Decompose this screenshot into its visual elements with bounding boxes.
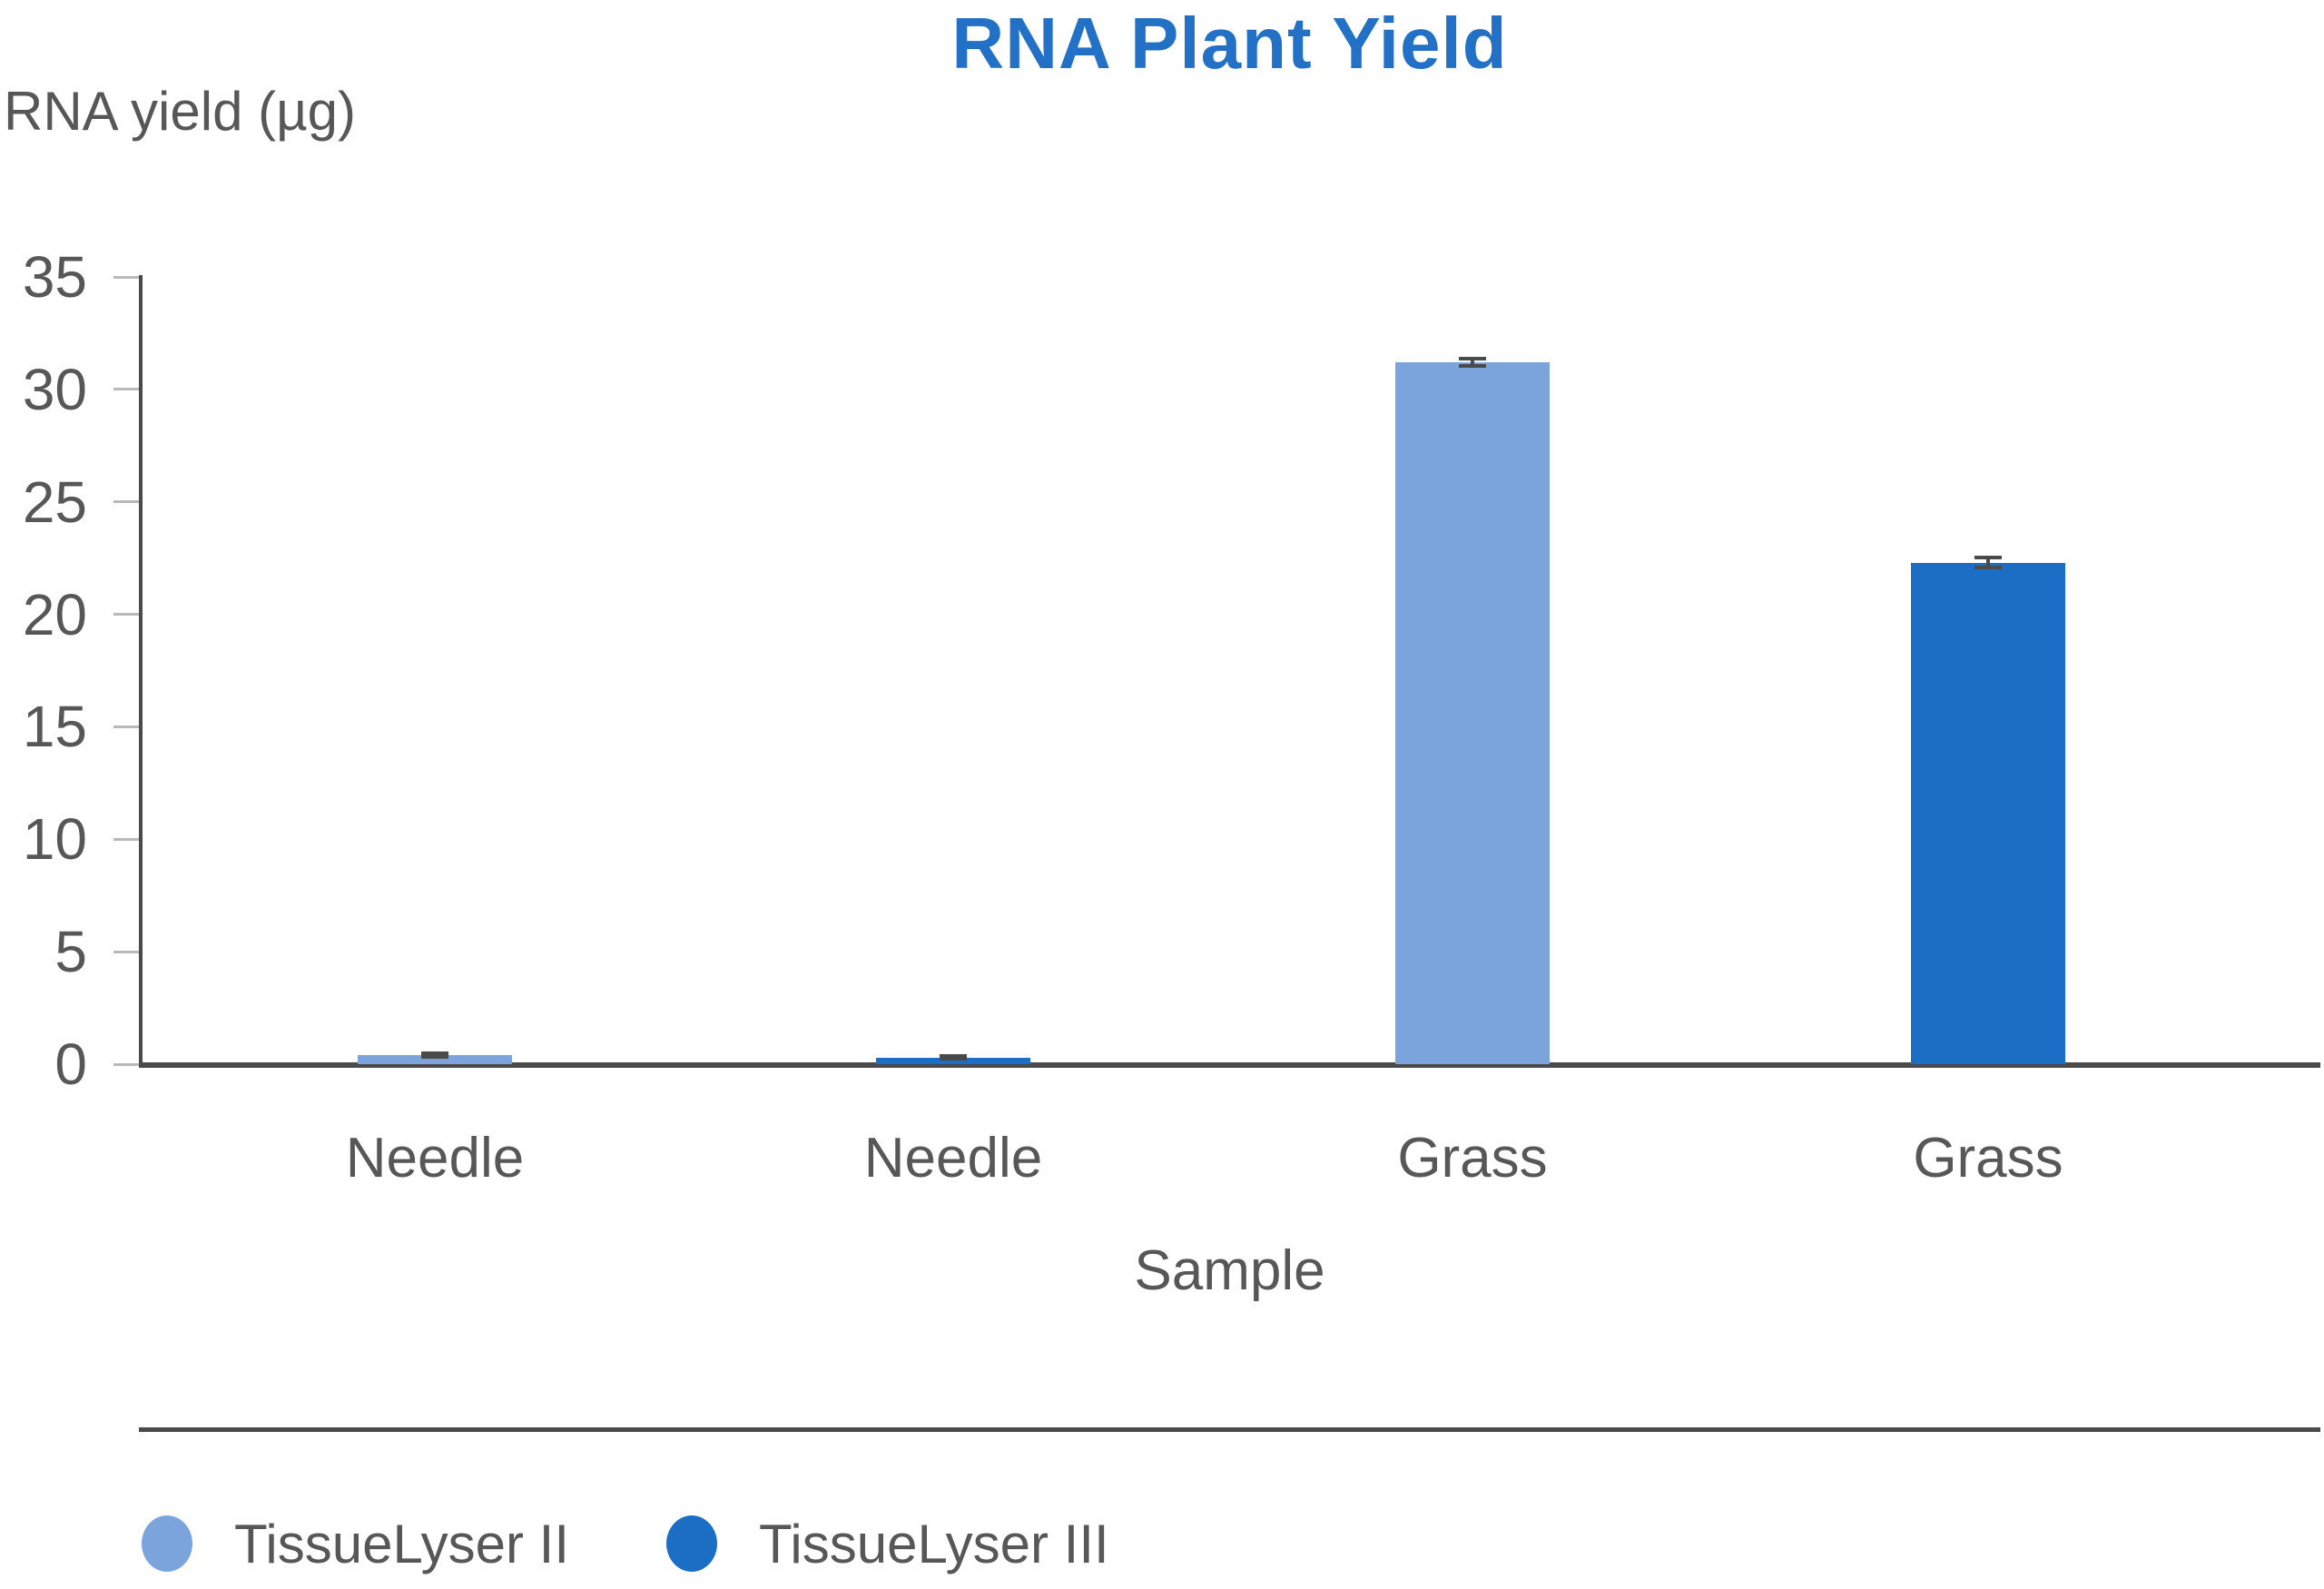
y-axis-title: RNA yield (µg) xyxy=(4,81,357,142)
error-stem xyxy=(1986,556,1990,570)
bar-grass-3 xyxy=(1395,362,1550,1064)
y-tick-label: 20 xyxy=(22,581,87,647)
x-axis-baseline xyxy=(139,1062,2320,1068)
chart-title: RNA Plant Yield xyxy=(951,3,1508,84)
y-tick-label: 5 xyxy=(54,919,87,985)
bar-grass-4 xyxy=(1911,562,2065,1064)
legend-label: TissueLyser II xyxy=(234,1513,569,1574)
bar-needle-1 xyxy=(358,1055,512,1064)
error-bar xyxy=(421,1051,448,1059)
legend-item: TissueLyser II xyxy=(142,1513,569,1574)
error-cap-bottom xyxy=(1459,364,1486,369)
legend-label: TissueLyser III xyxy=(759,1513,1109,1574)
legend-item: TissueLyser III xyxy=(666,1513,1109,1574)
y-tick-label: 25 xyxy=(22,469,87,535)
error-cap-top xyxy=(1974,556,2002,560)
x-category-label: Needle xyxy=(345,1127,525,1189)
error-bar xyxy=(940,1053,967,1061)
error-cap-bottom xyxy=(940,1057,967,1061)
error-bar xyxy=(1459,356,1486,369)
y-axis-line xyxy=(139,275,143,1068)
legend-divider xyxy=(139,1427,2320,1432)
error-cap-top xyxy=(421,1051,448,1056)
error-cap-top xyxy=(1459,356,1486,360)
error-cap-top xyxy=(940,1053,967,1058)
x-axis-title: Sample xyxy=(1134,1239,1325,1302)
legend-dot-icon xyxy=(666,1515,717,1572)
y-tick-label: 10 xyxy=(22,806,87,873)
y-tick-mark xyxy=(113,613,139,617)
y-tick-mark xyxy=(113,500,139,504)
y-tick-label: 0 xyxy=(54,1031,87,1097)
x-category-label: Needle xyxy=(863,1127,1043,1189)
x-category-label: Grass xyxy=(1397,1127,1548,1189)
bar-needle-2 xyxy=(876,1057,1030,1064)
y-tick-mark xyxy=(113,388,139,391)
y-tick-mark xyxy=(113,275,139,279)
y-tick-label: 15 xyxy=(22,694,87,760)
y-tick-label: 30 xyxy=(22,356,87,422)
y-tick-mark xyxy=(113,950,139,953)
y-tick-mark xyxy=(113,837,139,841)
legend-dot-icon xyxy=(142,1515,192,1572)
y-tick-label: 35 xyxy=(22,244,87,310)
error-stem xyxy=(1471,356,1474,369)
error-cap-bottom xyxy=(421,1054,448,1059)
y-tick-mark xyxy=(113,1062,139,1066)
y-tick-mark xyxy=(113,725,139,728)
x-category-label: Grass xyxy=(1913,1127,2063,1189)
error-bar xyxy=(1974,556,2002,570)
error-cap-bottom xyxy=(1974,566,2002,570)
